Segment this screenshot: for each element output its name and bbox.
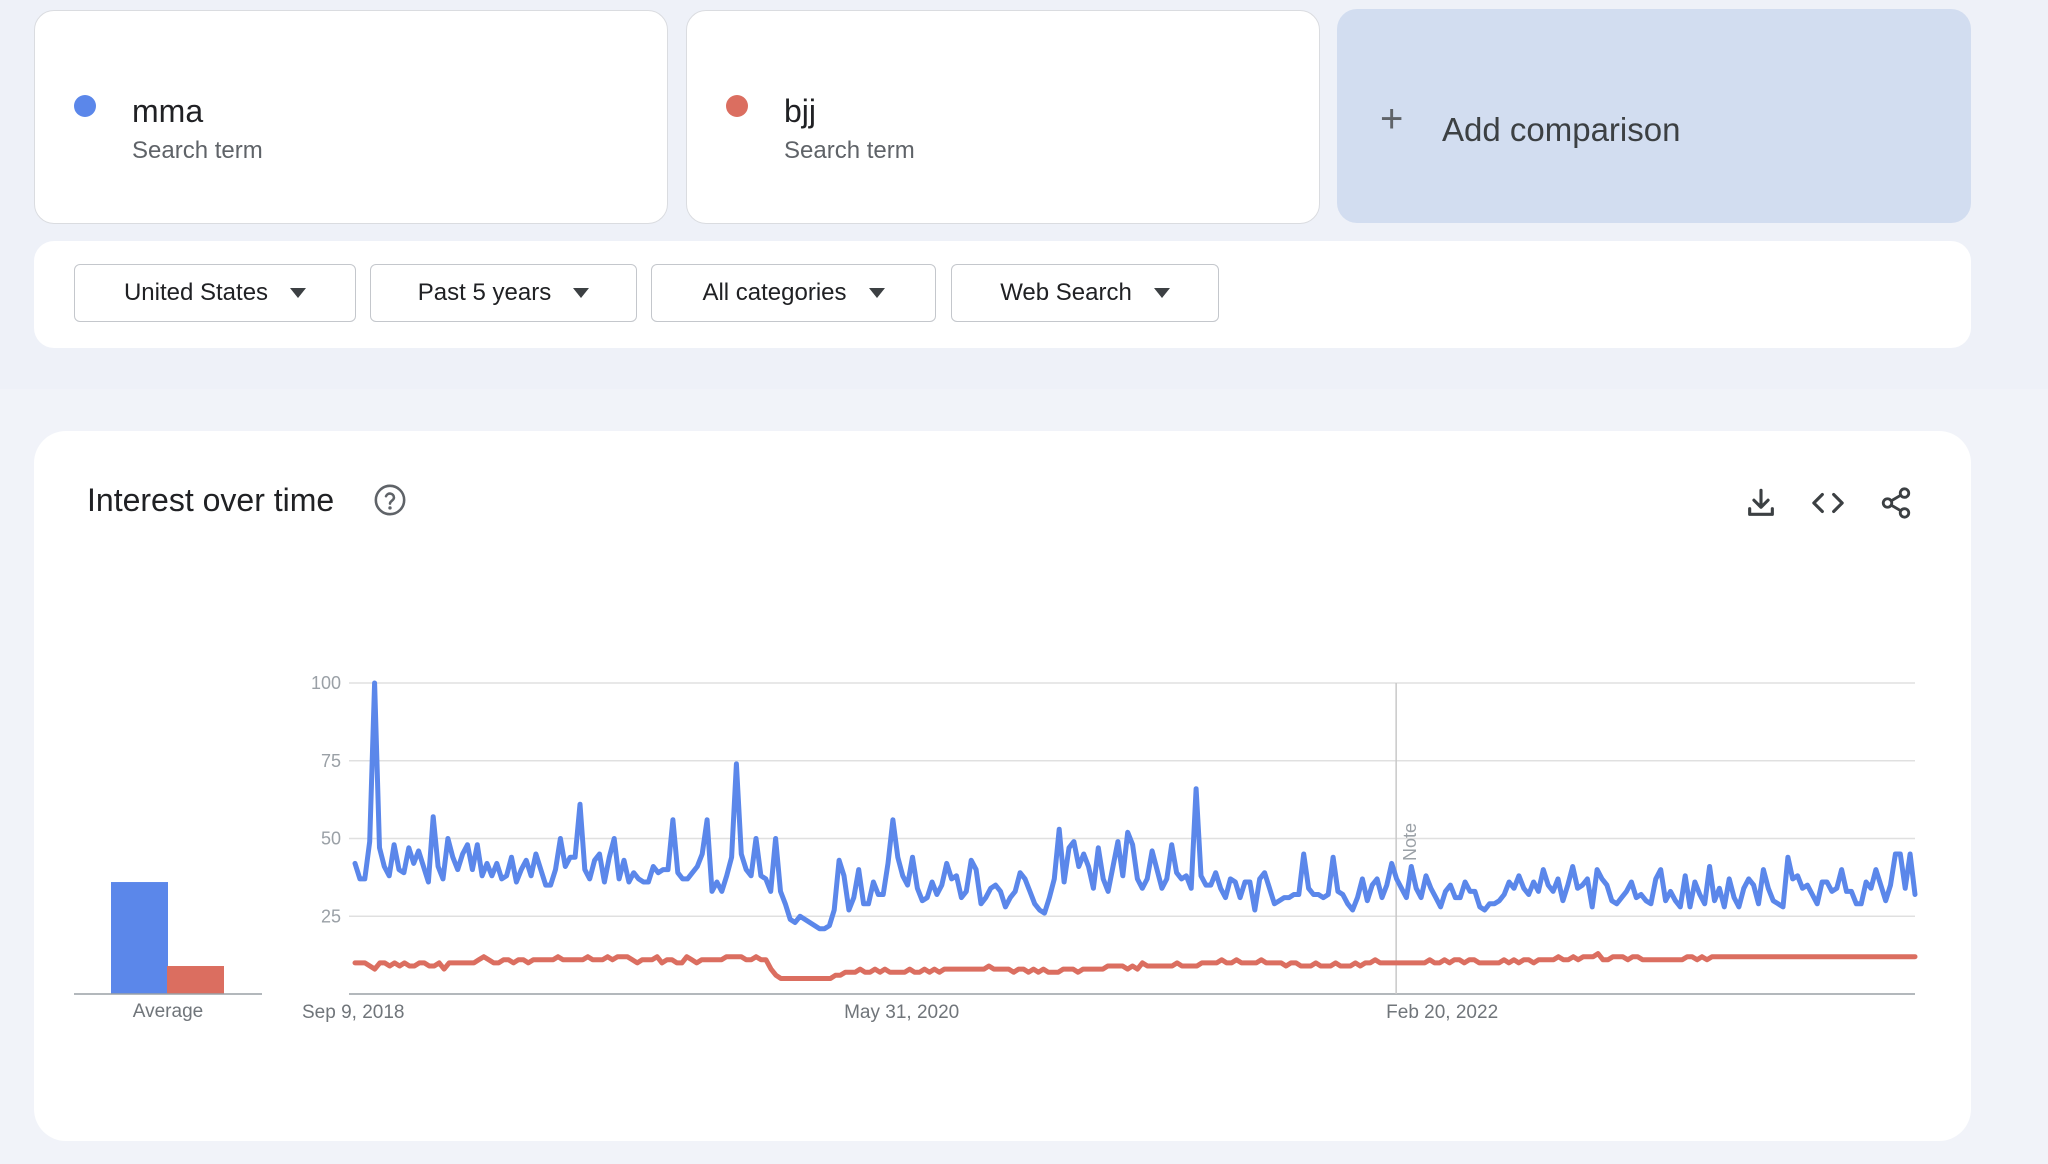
interest-over-time-chart: 25 50 75 100 Note Sep 9, 2018 May 31, 2020 Feb … (74, 673, 1918, 1023)
category-dropdown[interactable]: All categories (651, 264, 936, 322)
embed-code-icon[interactable] (1811, 486, 1845, 520)
term-name[interactable]: mma (132, 93, 204, 129)
help-icon[interactable] (373, 483, 407, 517)
average-bar-mma (111, 882, 168, 994)
caret-down-icon (573, 288, 590, 298)
series-line-mma (352, 680, 1918, 932)
y-tick-label: 100 (311, 673, 341, 693)
caret-down-icon (868, 288, 885, 298)
category-dropdown-label: All categories (702, 279, 847, 306)
time-range-dropdown[interactable]: Past 5 years (370, 264, 637, 322)
region-dropdown-label: United States (123, 279, 269, 306)
y-tick-label: 25 (321, 906, 341, 926)
series-line-bjj (352, 951, 1918, 981)
term-card-bjj[interactable]: bjj Search term (686, 10, 1320, 224)
search-type-dropdown-label: Web Search (1000, 279, 1132, 306)
series-color-dot (74, 95, 96, 117)
term-name[interactable]: bjj (784, 93, 817, 129)
download-icon[interactable] (1744, 486, 1778, 520)
caret-down-icon (290, 288, 307, 298)
interest-over-time-card: Interest over time 25 50 75 100 Note Sep 9, 2… (34, 431, 1971, 1141)
filter-bar: United States Past 5 years All categorie… (34, 241, 1971, 348)
series-color-dot (726, 95, 748, 117)
plus-icon: + (1380, 97, 1404, 141)
y-tick-label: 75 (321, 751, 341, 771)
term-subtitle: Search term (784, 137, 915, 164)
average-bar-bjj (167, 966, 224, 994)
share-icon[interactable] (1879, 486, 1913, 520)
x-tick-label: May 31, 2020 (844, 1002, 959, 1023)
region-dropdown[interactable]: United States (74, 264, 356, 322)
caret-down-icon (1153, 288, 1170, 298)
time-range-dropdown-label: Past 5 years (417, 279, 552, 306)
average-label: Average (133, 1001, 203, 1022)
add-comparison-button[interactable]: + Add comparison (1337, 9, 1971, 223)
term-subtitle: Search term (132, 137, 263, 164)
note-label: Note (1400, 823, 1420, 861)
add-comparison-label: Add comparison (1442, 111, 1681, 148)
search-type-dropdown[interactable]: Web Search (951, 264, 1219, 322)
x-tick-label: Sep 9, 2018 (302, 1002, 404, 1023)
chart-title: Interest over time (87, 482, 335, 518)
y-tick-label: 50 (321, 829, 341, 849)
x-tick-label: Feb 20, 2022 (1386, 1002, 1498, 1023)
term-card-mma[interactable]: mma Search term (34, 10, 668, 224)
